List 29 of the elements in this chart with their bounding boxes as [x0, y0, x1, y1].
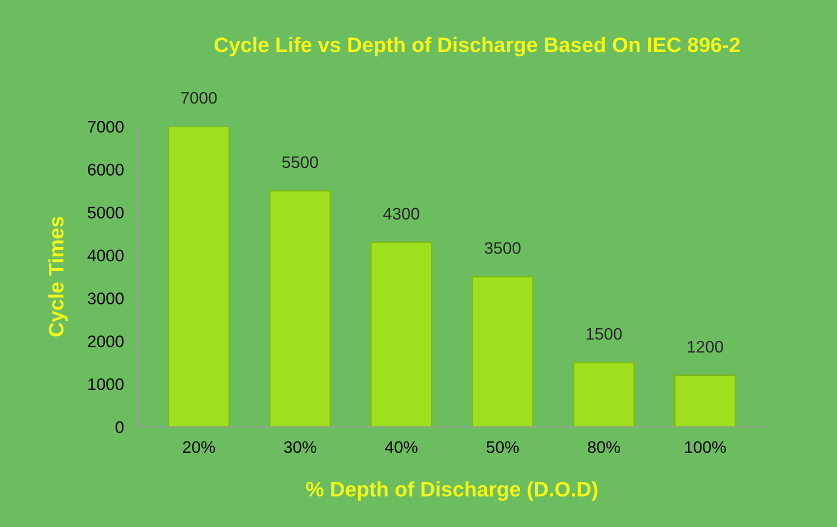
data-label: 5500: [282, 156, 318, 168]
x-axis-title: % Depth of Discharge (D.O.D): [306, 481, 598, 501]
x-tick-label: 80%: [588, 441, 620, 453]
y-tick-label: 4000: [88, 250, 124, 262]
y-tick-label: 2000: [88, 335, 124, 348]
data-label: 7000: [181, 92, 217, 104]
bar: [168, 126, 230, 427]
bar: [572, 362, 635, 427]
y-tick-label: 7000: [88, 120, 124, 133]
y-tick-label: 6000: [88, 164, 124, 176]
y-tick-label: 0: [116, 421, 124, 434]
bar: [370, 242, 432, 427]
x-tick-label: 100%: [685, 441, 726, 453]
y-tick-label: 3000: [88, 292, 124, 304]
y-axis-title: Cycle Times: [48, 216, 68, 336]
bar: [674, 374, 736, 427]
y-tick-label: 1000: [88, 378, 124, 390]
data-label: 4300: [383, 208, 420, 220]
data-label: 1500: [586, 328, 622, 340]
chart-title: Cycle Life vs Depth of Discharge Based On IEC 896-2: [214, 36, 740, 56]
y-tick-label: 5000: [88, 206, 124, 219]
data-label: 1200: [688, 340, 723, 353]
bar: [472, 276, 534, 427]
data-label: 3500: [484, 242, 520, 254]
x-tick-label: 50%: [486, 441, 519, 453]
x-tick-label: 40%: [385, 441, 418, 453]
bar: [269, 190, 332, 427]
x-tick-label: 20%: [183, 441, 215, 453]
x-tick-label: 30%: [284, 441, 316, 453]
